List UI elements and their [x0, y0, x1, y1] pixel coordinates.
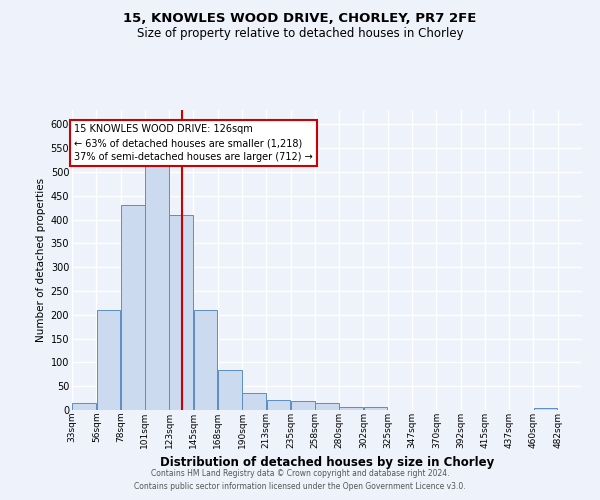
Bar [291, 402, 314, 410]
Text: 15 KNOWLES WOOD DRIVE: 126sqm
← 63% of detached houses are smaller (1,218)
37% o: 15 KNOWLES WOOD DRIVE: 126sqm ← 63% of d… [74, 124, 313, 162]
Bar [72, 403, 96, 410]
Bar [169, 215, 193, 410]
Bar [242, 394, 266, 410]
Bar [364, 407, 388, 410]
Bar [145, 158, 169, 410]
X-axis label: Distribution of detached houses by size in Chorley: Distribution of detached houses by size … [160, 456, 494, 469]
Bar [315, 404, 339, 410]
Bar [533, 408, 557, 410]
Y-axis label: Number of detached properties: Number of detached properties [37, 178, 46, 342]
Text: Contains HM Land Registry data © Crown copyright and database right 2024.: Contains HM Land Registry data © Crown c… [151, 468, 449, 477]
Bar [340, 407, 363, 410]
Bar [266, 400, 290, 410]
Bar [121, 205, 145, 410]
Text: 15, KNOWLES WOOD DRIVE, CHORLEY, PR7 2FE: 15, KNOWLES WOOD DRIVE, CHORLEY, PR7 2FE [124, 12, 476, 26]
Bar [97, 310, 121, 410]
Text: Contains public sector information licensed under the Open Government Licence v3: Contains public sector information licen… [134, 482, 466, 491]
Text: Size of property relative to detached houses in Chorley: Size of property relative to detached ho… [137, 28, 463, 40]
Bar [218, 370, 242, 410]
Bar [194, 310, 217, 410]
